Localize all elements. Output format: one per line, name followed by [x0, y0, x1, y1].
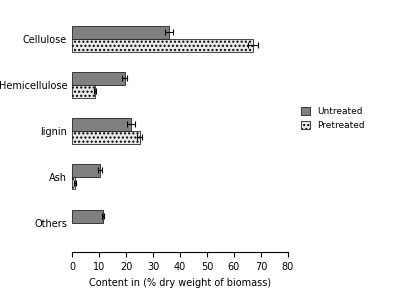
- Bar: [72, 177, 75, 189]
- X-axis label: Content in (% dry weight of biomass): Content in (% dry weight of biomass): [89, 278, 271, 288]
- Bar: [72, 131, 140, 143]
- Bar: [72, 118, 131, 131]
- Bar: [72, 39, 253, 52]
- Bar: [72, 72, 125, 85]
- Legend: Untreated, Pretreated: Untreated, Pretreated: [301, 107, 365, 130]
- Bar: [72, 210, 103, 222]
- Bar: [72, 85, 95, 98]
- Bar: [72, 26, 169, 39]
- Bar: [72, 164, 100, 177]
